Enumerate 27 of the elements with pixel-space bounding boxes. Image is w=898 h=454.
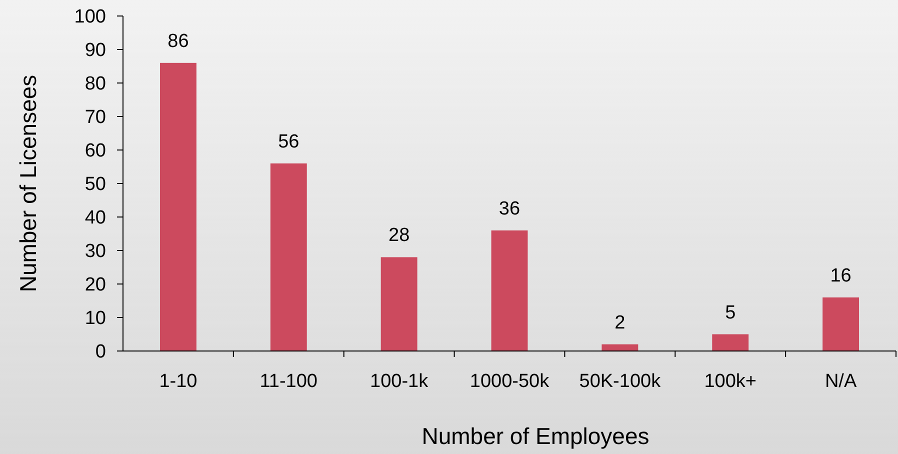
- x-tick-label: 100k+: [704, 371, 757, 392]
- y-tick-label: 0: [95, 342, 106, 363]
- data-label: 2: [614, 312, 626, 334]
- y-tick-label: 40: [84, 208, 106, 229]
- x-tick-label: 11-100: [260, 371, 318, 392]
- y-tick-label: 50: [84, 174, 106, 196]
- x-tick-label: 1000-50k: [470, 371, 550, 392]
- y-axis-title: Number of Licensees: [15, 74, 41, 292]
- y-tick-label: 70: [84, 107, 106, 128]
- data-label: 56: [278, 131, 300, 152]
- data-label: 28: [388, 225, 410, 246]
- x-tick-label: 100-1k: [370, 371, 429, 392]
- x-axis-title: Number of Employees: [422, 423, 650, 449]
- x-tick-label: 50K-100k: [579, 371, 662, 392]
- data-label: 86: [168, 30, 189, 52]
- x-tick-label: 1-10: [159, 371, 198, 392]
- data-label: 16: [830, 265, 852, 286]
- y-tick-label: 60: [84, 140, 106, 162]
- y-tick-label: 20: [84, 274, 106, 296]
- y-tick-label: 80: [84, 74, 106, 95]
- y-tick-label: 10: [84, 308, 106, 330]
- y-tick-label: 30: [84, 241, 106, 262]
- y-tick-label: 90: [84, 40, 106, 62]
- x-tick-label: N/A: [824, 371, 857, 392]
- data-label: 36: [498, 198, 520, 220]
- data-label: 5: [725, 302, 736, 324]
- y-tick-label: 100: [74, 6, 106, 28]
